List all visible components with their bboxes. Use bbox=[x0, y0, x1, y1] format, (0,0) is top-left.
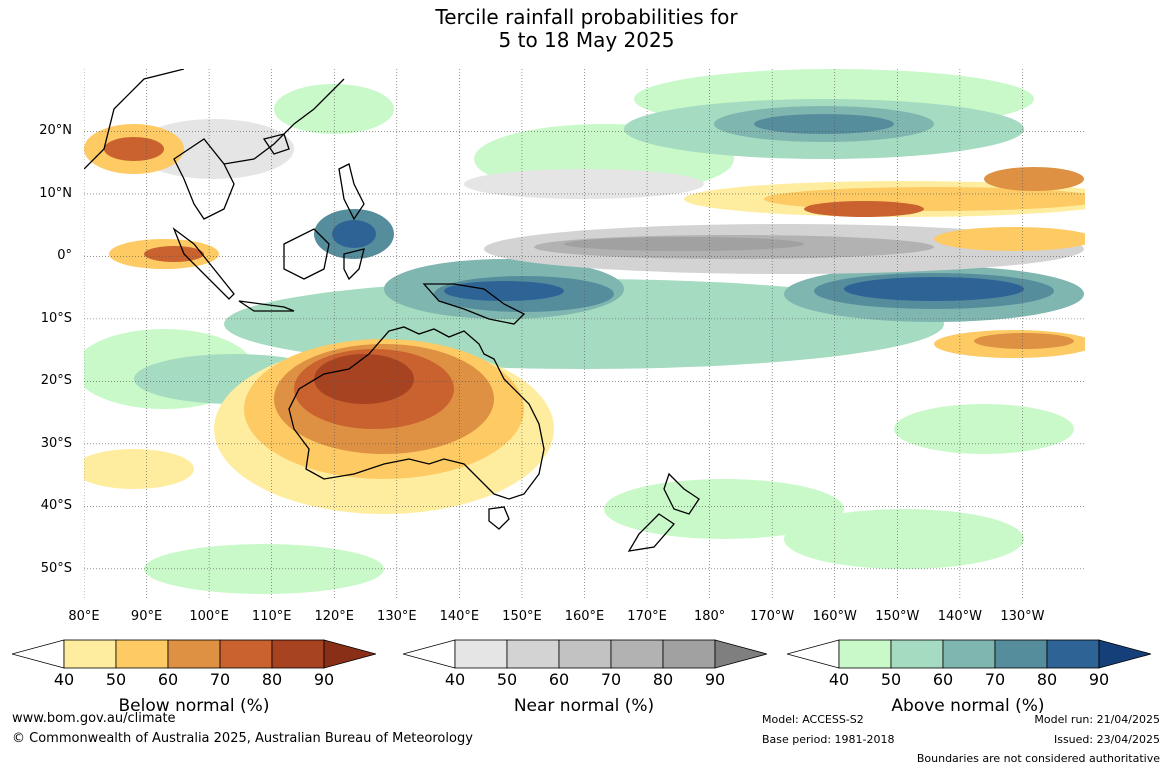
colorbar-segment bbox=[506, 639, 560, 669]
latitude-label: 20°N bbox=[39, 123, 72, 139]
longitude-label: 150°E bbox=[502, 609, 542, 624]
latitude-label: 0° bbox=[57, 248, 72, 264]
colorbar-tick-label: 90 bbox=[704, 670, 726, 689]
longitude-label: 160°E bbox=[564, 609, 605, 624]
colorbar-segment bbox=[271, 639, 325, 669]
rainfall-probability-map bbox=[84, 69, 1085, 600]
colorbar-segment bbox=[558, 639, 612, 669]
longitude-label: 110°E bbox=[251, 609, 292, 624]
colorbar-tick-label: 60 bbox=[932, 670, 954, 689]
colorbar-max-arrow bbox=[323, 639, 376, 669]
colorbar-tick-label: 70 bbox=[984, 670, 1006, 689]
colorbar-tick-label: 40 bbox=[444, 670, 466, 689]
longitude-label: 160°W bbox=[812, 609, 857, 624]
latitude-label: 50°S bbox=[40, 560, 72, 576]
colorbar-tick-label: 70 bbox=[209, 670, 231, 689]
issued-date: Issued: 23/04/2025 bbox=[1053, 733, 1160, 746]
colorbar-segment bbox=[167, 639, 221, 669]
boundary-disclaimer: Boundaries are not considered authoritat… bbox=[916, 752, 1160, 765]
longitude-label: 130°E bbox=[377, 609, 417, 624]
model-name: Model: ACCESS-S2 bbox=[762, 713, 864, 726]
colorbar-segment bbox=[662, 639, 716, 669]
longitude-label: 140°W bbox=[937, 609, 982, 624]
colorbar-segment bbox=[994, 639, 1048, 669]
colorbar-tick-label: 50 bbox=[880, 670, 902, 689]
colorbar-segment bbox=[219, 639, 273, 669]
longitude-label: 130°W bbox=[1000, 609, 1045, 624]
colorbar-tick-label: 40 bbox=[828, 670, 850, 689]
latitude-label: 10°N bbox=[39, 185, 72, 201]
colorbar-tick-label: 50 bbox=[496, 670, 518, 689]
colorbar-segment bbox=[890, 639, 944, 669]
longitude-label: 180° bbox=[693, 609, 726, 624]
colorbar-segment bbox=[610, 639, 664, 669]
coastlines bbox=[84, 69, 700, 552]
below-normal-label: Below normal (%) bbox=[118, 696, 270, 716]
colorbar-tick-label: 80 bbox=[652, 670, 674, 689]
copyright-text: © Commonwealth of Australia 2025, Austra… bbox=[12, 731, 473, 746]
longitude-label: 170°E bbox=[627, 609, 667, 624]
latitude-label: 10°S bbox=[40, 310, 72, 326]
colorbar-min-arrow bbox=[12, 639, 65, 669]
probability-field bbox=[84, 69, 1085, 594]
near-normal-label: Near normal (%) bbox=[513, 696, 655, 716]
colorbar-max-arrow bbox=[714, 639, 767, 669]
colorbar-segment bbox=[454, 639, 508, 669]
colorbar-segment bbox=[115, 639, 169, 669]
model-run-date: Model run: 21/04/2025 bbox=[1034, 713, 1160, 726]
colorbar-segment bbox=[63, 639, 117, 669]
longitude-label: 150°W bbox=[875, 609, 920, 624]
longitude-label: 140°E bbox=[439, 609, 480, 624]
colorbar-tick-label: 90 bbox=[1088, 670, 1110, 689]
colorbar-segment bbox=[838, 639, 892, 669]
chart-title-line2: 5 to 18 May 2025 bbox=[498, 28, 675, 52]
map-gridlines bbox=[84, 69, 1085, 600]
longitude-label: 80°E bbox=[68, 609, 100, 624]
near-normal-colorbar bbox=[403, 639, 767, 669]
longitude-label: 170°W bbox=[750, 609, 795, 624]
colorbar-tick-label: 90 bbox=[313, 670, 335, 689]
colorbar-tick-label: 50 bbox=[105, 670, 127, 689]
colorbar-tick-label: 70 bbox=[600, 670, 622, 689]
colorbar-min-arrow bbox=[787, 639, 840, 669]
above-normal-colorbar bbox=[787, 639, 1151, 669]
colorbar-tick-label: 40 bbox=[53, 670, 75, 689]
colorbar-tick-label: 80 bbox=[261, 670, 283, 689]
longitude-label: 120°E bbox=[314, 609, 355, 624]
colorbar-segment bbox=[942, 639, 996, 669]
colorbar-tick-label: 80 bbox=[1036, 670, 1058, 689]
chart-title-line1: Tercile rainfall probabilities for bbox=[435, 5, 738, 29]
latitude-label: 40°S bbox=[40, 498, 72, 514]
longitude-label: 100°E bbox=[189, 609, 229, 624]
colorbar-tick-label: 60 bbox=[157, 670, 179, 689]
colorbar-segment bbox=[1046, 639, 1100, 669]
longitude-label: 90°E bbox=[130, 609, 163, 624]
below-normal-colorbar bbox=[12, 639, 376, 669]
above-normal-label: Above normal (%) bbox=[891, 696, 1045, 716]
colorbar-min-arrow bbox=[403, 639, 456, 669]
latitude-label: 30°S bbox=[40, 435, 72, 451]
colorbar-max-arrow bbox=[1098, 639, 1151, 669]
latitude-label: 20°S bbox=[40, 373, 72, 389]
base-period: Base period: 1981-2018 bbox=[762, 733, 895, 746]
website-link[interactable]: www.bom.gov.au/climate bbox=[12, 711, 176, 726]
colorbar-tick-label: 60 bbox=[548, 670, 570, 689]
